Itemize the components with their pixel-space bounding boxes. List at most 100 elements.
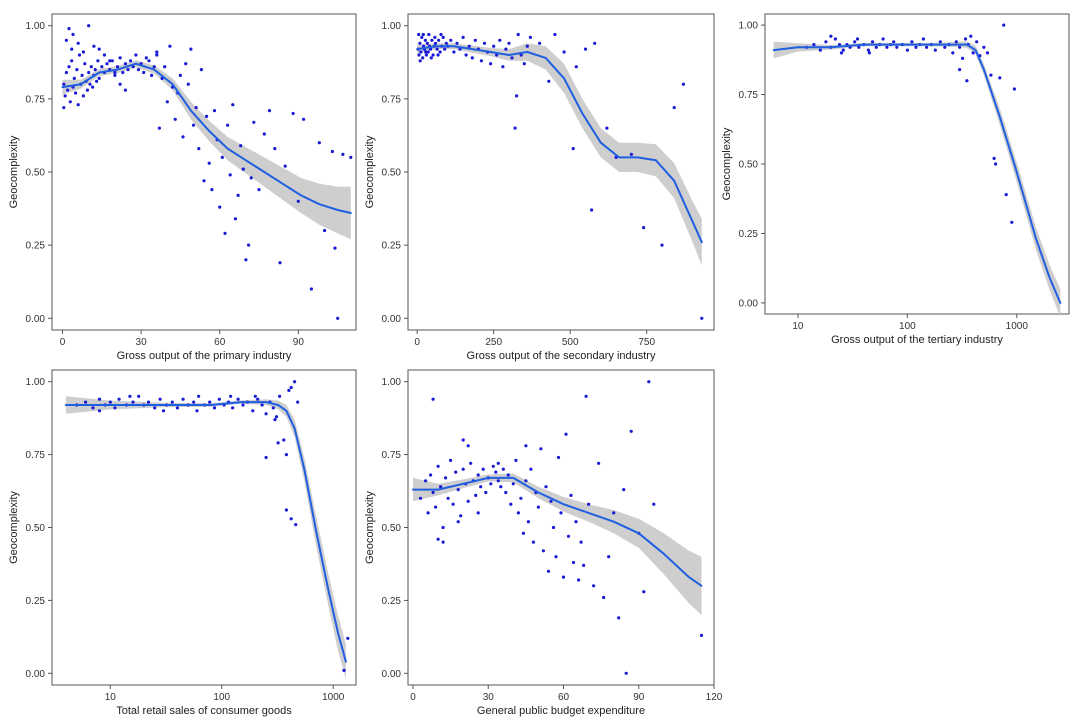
data-point bbox=[536, 505, 541, 509]
y-tick-label: 0.75 bbox=[26, 450, 46, 461]
x-tick-label: 0 bbox=[414, 337, 420, 348]
data-point bbox=[95, 79, 99, 83]
data-point bbox=[189, 47, 193, 51]
data-point bbox=[89, 65, 93, 69]
data-point bbox=[971, 51, 975, 55]
data-point bbox=[547, 79, 551, 83]
y-tick-label: 0.50 bbox=[382, 168, 402, 179]
data-point bbox=[587, 502, 591, 506]
smooth-line bbox=[416, 45, 703, 244]
x-tick-label: 750 bbox=[638, 337, 655, 348]
data-point bbox=[994, 162, 998, 166]
data-point bbox=[423, 38, 427, 42]
data-point bbox=[131, 400, 135, 404]
data-point bbox=[276, 441, 280, 445]
data-point bbox=[157, 126, 161, 130]
data-point bbox=[514, 458, 518, 462]
data-point bbox=[220, 155, 224, 159]
data-point bbox=[921, 37, 926, 41]
y-axis-label: Geocomplexity bbox=[8, 491, 20, 564]
x-tick-label: 100 bbox=[213, 692, 230, 703]
data-point bbox=[617, 616, 621, 620]
data-point bbox=[482, 41, 487, 45]
data-point bbox=[75, 68, 79, 72]
data-point bbox=[146, 400, 151, 404]
data-point bbox=[118, 82, 122, 86]
y-axis-label: Geocomplexity bbox=[364, 491, 376, 564]
data-point bbox=[554, 555, 558, 559]
confidence-band bbox=[62, 60, 351, 240]
data-point bbox=[433, 35, 437, 40]
data-point bbox=[76, 41, 80, 45]
data-point bbox=[938, 40, 942, 44]
data-point bbox=[435, 47, 439, 51]
data-point bbox=[509, 502, 513, 506]
data-point bbox=[217, 397, 221, 401]
data-point bbox=[123, 62, 127, 66]
data-point bbox=[278, 261, 282, 265]
data-point bbox=[857, 45, 861, 49]
data-point bbox=[81, 94, 85, 98]
data-point bbox=[333, 246, 337, 250]
chart-panel-5: 0.00 0.25 0.50 0.75 1.00 0 30 60 90 120 General pu… bbox=[364, 369, 723, 717]
data-point bbox=[192, 400, 196, 404]
data-point bbox=[226, 123, 230, 127]
data-point bbox=[431, 397, 435, 401]
data-point bbox=[855, 37, 860, 41]
data-point bbox=[528, 35, 533, 40]
data-point bbox=[421, 56, 425, 60]
data-point bbox=[418, 59, 422, 63]
data-point bbox=[672, 106, 676, 110]
data-point bbox=[495, 53, 499, 57]
data-point bbox=[546, 569, 551, 573]
data-point bbox=[574, 65, 578, 69]
data-point bbox=[812, 43, 816, 47]
data-point bbox=[260, 403, 264, 407]
data-point bbox=[293, 380, 297, 384]
y-tick-label: 0.00 bbox=[26, 314, 46, 325]
data-point bbox=[274, 415, 279, 419]
data-point bbox=[449, 38, 453, 42]
y-tick-label: 1.00 bbox=[26, 377, 46, 388]
data-point bbox=[456, 488, 460, 492]
data-point bbox=[989, 73, 993, 77]
data-point bbox=[564, 432, 568, 436]
y-tick-label: 1.00 bbox=[26, 21, 46, 32]
data-point bbox=[212, 406, 217, 410]
data-point bbox=[284, 508, 288, 512]
data-point bbox=[155, 50, 159, 54]
data-point bbox=[294, 523, 298, 527]
data-point bbox=[526, 520, 531, 524]
data-point bbox=[278, 394, 282, 398]
data-point bbox=[833, 37, 838, 41]
data-point bbox=[998, 76, 1002, 80]
data-point bbox=[501, 65, 505, 69]
y-tick-label: 0.00 bbox=[382, 669, 402, 680]
data-point bbox=[642, 226, 646, 230]
data-point bbox=[489, 62, 493, 66]
data-point bbox=[464, 53, 468, 57]
data-point bbox=[67, 27, 71, 31]
data-point bbox=[531, 540, 536, 544]
data-point bbox=[494, 470, 498, 474]
x-tick-label: 250 bbox=[485, 337, 502, 348]
data-point bbox=[885, 45, 889, 49]
data-point bbox=[247, 243, 251, 247]
y-tick-label: 0.75 bbox=[739, 90, 759, 101]
confidence-band bbox=[417, 43, 702, 266]
data-point bbox=[136, 68, 141, 72]
data-point bbox=[496, 461, 500, 465]
data-point bbox=[218, 205, 222, 209]
data-point bbox=[437, 38, 441, 42]
data-point bbox=[91, 406, 95, 410]
data-point bbox=[208, 400, 212, 404]
data-point bbox=[197, 147, 201, 151]
data-point bbox=[933, 48, 937, 52]
data-point bbox=[461, 35, 465, 40]
data-point bbox=[469, 461, 473, 465]
data-point bbox=[441, 35, 445, 40]
data-point bbox=[629, 152, 634, 156]
y-tick-label: 0.50 bbox=[382, 523, 402, 534]
data-point bbox=[71, 32, 75, 37]
data-point bbox=[197, 394, 201, 398]
